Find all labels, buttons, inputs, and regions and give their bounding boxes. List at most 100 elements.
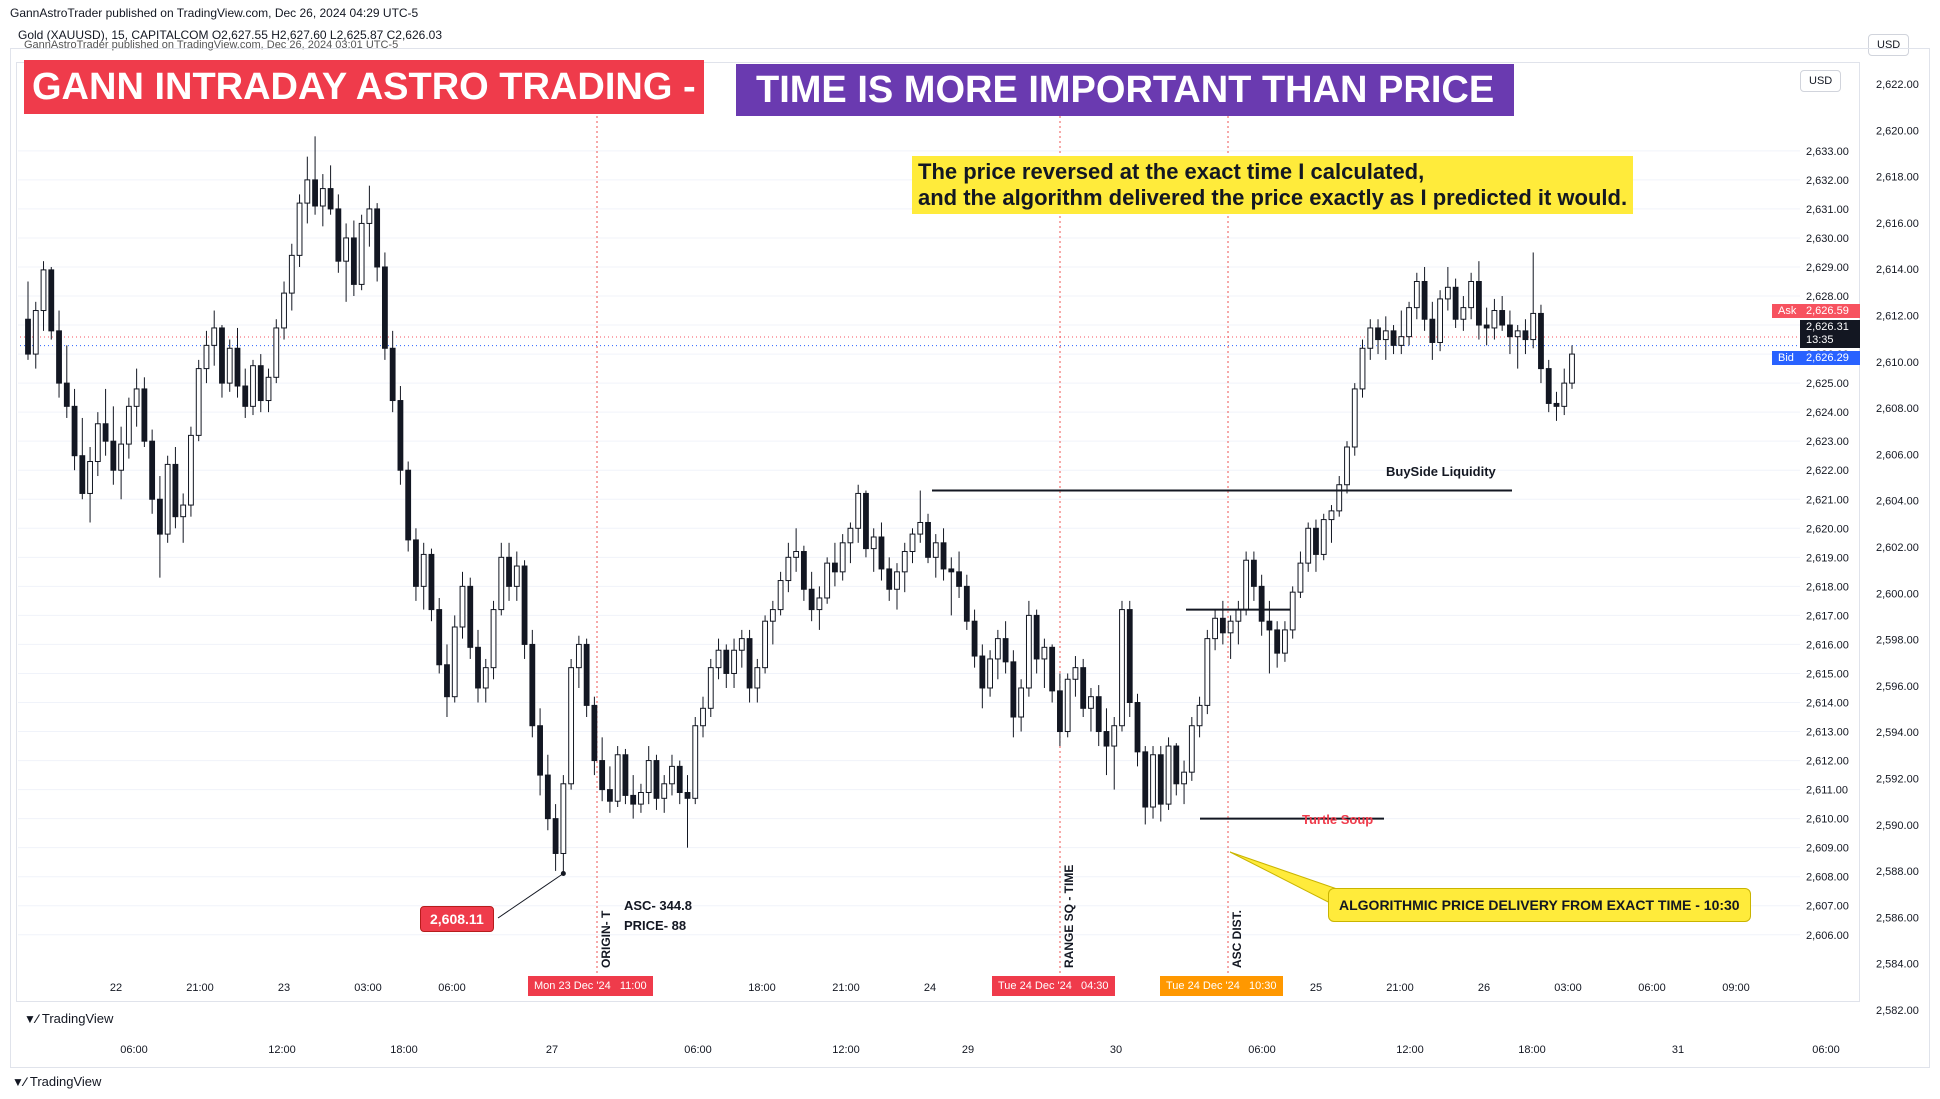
candle-body: [234, 347, 241, 387]
candle-body: [700, 707, 706, 727]
candle-body: [754, 667, 761, 689]
candle-body: [568, 667, 575, 785]
candle-body: [420, 553, 427, 587]
reversal-note-line1: The price reversed at the exact time I c…: [918, 159, 1425, 184]
candle-body: [1351, 388, 1358, 448]
candle-body: [1173, 745, 1180, 785]
inner-time-tick: 06:00: [1638, 982, 1666, 994]
inner-currency-button[interactable]: USD: [1800, 70, 1842, 92]
candle-body: [1119, 609, 1125, 727]
candle-body: [1258, 585, 1265, 622]
candle-body: [459, 585, 466, 628]
range-sq-label: RANGE SQ - TIME: [1062, 865, 1076, 968]
candle-body: [498, 556, 505, 611]
candle-body: [1235, 609, 1242, 622]
candle-body: [1289, 591, 1296, 631]
outer-price-tick: 2,608.00: [1876, 403, 1919, 415]
candle-body: [63, 382, 70, 407]
candle-body: [265, 376, 272, 402]
candle-body: [374, 208, 381, 268]
outer-time-tick: 27: [546, 1044, 558, 1056]
candle-body: [180, 504, 187, 518]
inner-time-tick: 23: [278, 982, 290, 994]
candle-body: [1250, 559, 1257, 587]
last-price-value: 2,626.31: [1806, 321, 1849, 333]
candle-body: [172, 463, 179, 518]
inner-tradingview-logo: ▼⁄ TradingView: [24, 1011, 113, 1026]
inner-price-tick: 2,609.00: [1806, 843, 1849, 855]
candle-body: [1390, 330, 1397, 346]
inner-time-tick: 22: [110, 982, 122, 994]
candle-body: [1530, 312, 1537, 341]
candle-body: [1475, 280, 1482, 326]
turtle-soup-label: Turtle Soup: [1302, 812, 1374, 827]
outer-price-tick: 2,594.00: [1876, 727, 1919, 739]
candle-body: [25, 318, 31, 355]
candle-body: [552, 818, 559, 854]
inner-price-tick: 2,624.00: [1806, 407, 1849, 419]
outer-price-tick: 2,616.00: [1876, 218, 1919, 230]
candle-body: [195, 368, 202, 436]
outer-time-tick: 31: [1672, 1044, 1684, 1056]
title-banner-red: GANN INTRADAY ASTRO TRADING -: [24, 60, 704, 114]
candle-body: [1243, 559, 1250, 611]
outer-price-tick: 2,582.00: [1876, 1005, 1919, 1017]
candle-body: [1437, 298, 1444, 343]
candle-body: [149, 440, 156, 500]
candle-body: [1033, 614, 1040, 660]
inner-time-tick: 25: [1310, 982, 1322, 994]
candle-body: [1553, 402, 1560, 407]
symbol-info: Gold (XAUUSD), 15, CAPITALCOM O2,627.55 …: [18, 28, 443, 42]
ask-label-badge: Ask: [1772, 304, 1803, 318]
inner-chart-frame: [16, 62, 1860, 1002]
candle-body: [638, 792, 644, 805]
title-banner-purple: TIME IS MORE IMPORTANT THAN PRICE: [736, 64, 1515, 116]
candle-body: [785, 556, 792, 582]
candle-body: [1382, 330, 1389, 341]
candle-body: [1507, 324, 1513, 338]
candle-body: [397, 400, 404, 471]
candle-body: [1522, 330, 1529, 341]
candle-body: [1398, 336, 1405, 346]
outer-price-tick: 2,622.00: [1876, 79, 1919, 91]
candle-body: [537, 725, 543, 776]
outer-tradingview-logo: ▼⁄ TradingView: [12, 1074, 101, 1089]
last-price-badge: 2,626.31 13:35: [1800, 320, 1860, 348]
candle-body: [901, 551, 908, 573]
inner-price-tick: 2,618.00: [1806, 581, 1849, 593]
candle-body: [1483, 324, 1490, 329]
outer-price-tick: 2,596.00: [1876, 681, 1919, 693]
candle-body: [544, 774, 551, 820]
inner-price-tick: 2,620.00: [1806, 523, 1849, 535]
candle-body: [994, 638, 1001, 660]
candle-body: [335, 208, 342, 262]
outer-price-tick: 2,606.00: [1876, 449, 1919, 461]
candle-body: [909, 533, 916, 553]
candle-body: [444, 664, 450, 698]
outer-price-tick: 2,618.00: [1876, 172, 1919, 184]
candle-body: [684, 792, 691, 799]
inner-time-tick: 21:00: [186, 982, 214, 994]
candle-body: [987, 658, 993, 689]
candle-body: [940, 542, 947, 570]
inner-price-tick: 2,629.00: [1806, 262, 1849, 274]
candle-body: [211, 327, 218, 346]
candle-body: [1499, 310, 1506, 326]
inner-price-tick: 2,617.00: [1806, 610, 1849, 622]
candle-body: [1157, 754, 1164, 805]
candle-body: [769, 609, 776, 622]
candle-body: [242, 385, 249, 407]
candle-body: [529, 643, 536, 727]
inner-price-tick: 2,612.00: [1806, 756, 1849, 768]
candle-body: [56, 330, 62, 384]
time-tag-origin: Mon 23 Dec '24 11:00: [528, 976, 653, 996]
inner-price-tick: 2,615.00: [1806, 668, 1849, 680]
outer-price-tick: 2,612.00: [1876, 311, 1919, 323]
inner-price-tick: 2,613.00: [1806, 727, 1849, 739]
candle-body: [948, 568, 955, 573]
low-price-connector: [497, 873, 564, 919]
candle-body: [48, 269, 55, 332]
candle-body: [428, 553, 435, 611]
candle-body: [1359, 347, 1366, 390]
